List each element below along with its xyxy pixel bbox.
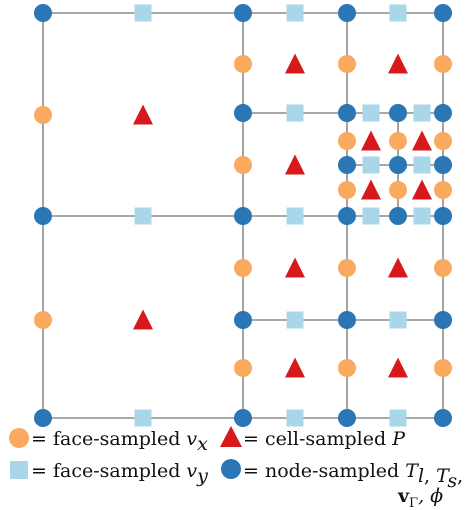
node-marker: [234, 207, 252, 225]
face-x-marker: [389, 181, 407, 199]
face-x-marker: [434, 259, 452, 277]
node-marker: [338, 311, 356, 329]
cell-marker: [361, 179, 381, 200]
face-y-marker: [413, 104, 431, 122]
face-y-marker: [134, 409, 152, 427]
node-marker: [34, 4, 52, 22]
face-y-marker: [134, 207, 152, 225]
node-marker: [34, 207, 52, 225]
face-y-marker: [389, 311, 407, 329]
legend-label-cell: = cell-sampled P: [243, 428, 406, 450]
face-x-marker: [234, 156, 252, 174]
cell-marker: [412, 179, 432, 200]
face-x-marker: [434, 181, 452, 199]
face-y-marker: [286, 207, 304, 225]
face-x-marker: [234, 259, 252, 277]
face-y-marker: [413, 207, 431, 225]
face-x-marker: [338, 259, 356, 277]
face-x-marker: [434, 55, 452, 73]
legend-marker-face-x: [9, 428, 29, 448]
legend-label-node-line2: vΓ, ϕ: [397, 485, 443, 510]
node-marker: [434, 409, 452, 427]
cell-marker: [285, 53, 305, 74]
face-y-marker: [134, 4, 152, 22]
face-x-marker: [338, 132, 356, 150]
face-y-marker: [362, 104, 380, 122]
face-y-marker: [389, 4, 407, 22]
legend-marker-face-y: [10, 461, 28, 479]
face-x-marker: [338, 181, 356, 199]
face-x-marker: [34, 311, 52, 329]
face-x-marker: [34, 106, 52, 124]
face-x-marker: [234, 359, 252, 377]
face-y-marker: [286, 409, 304, 427]
cell-marker: [133, 309, 153, 330]
face-x-marker: [338, 359, 356, 377]
node-marker: [338, 156, 356, 174]
face-y-marker: [413, 156, 431, 174]
cell-marker: [285, 257, 305, 278]
cell-marker: [285, 154, 305, 175]
sample-markers: [34, 4, 452, 427]
node-marker: [434, 311, 452, 329]
cell-marker: [133, 104, 153, 125]
legend-label-node: = node-sampled Tl, Ts,: [243, 460, 463, 492]
cell-marker: [361, 130, 381, 151]
face-y-marker: [389, 409, 407, 427]
node-marker: [234, 4, 252, 22]
face-y-marker: [362, 156, 380, 174]
node-marker: [389, 104, 407, 122]
node-marker: [389, 156, 407, 174]
node-marker: [434, 207, 452, 225]
face-y-marker: [286, 104, 304, 122]
cell-marker: [388, 257, 408, 278]
face-x-marker: [338, 55, 356, 73]
legend-label-face-y: = face-sampled vy: [31, 460, 208, 487]
legend-marker-node: [221, 459, 241, 479]
node-marker: [434, 4, 452, 22]
node-marker: [338, 207, 356, 225]
cell-marker: [285, 357, 305, 378]
cell-marker: [388, 53, 408, 74]
cell-marker: [388, 357, 408, 378]
face-x-marker: [234, 55, 252, 73]
node-marker: [34, 409, 52, 427]
node-marker: [338, 409, 356, 427]
node-marker: [434, 156, 452, 174]
face-x-marker: [434, 359, 452, 377]
node-marker: [434, 104, 452, 122]
face-y-marker: [286, 4, 304, 22]
face-y-marker: [362, 207, 380, 225]
node-marker: [234, 104, 252, 122]
node-marker: [338, 104, 356, 122]
face-y-marker: [286, 311, 304, 329]
legend-marker-cell: [220, 426, 242, 447]
node-marker: [389, 207, 407, 225]
legend-label-face-x: = face-sampled vx: [31, 428, 208, 455]
node-marker: [234, 311, 252, 329]
face-x-marker: [434, 132, 452, 150]
legend: = face-sampled vx = cell-sampled P = face-…: [9, 426, 463, 510]
face-x-marker: [389, 132, 407, 150]
node-marker: [338, 4, 356, 22]
node-marker: [234, 409, 252, 427]
cell-marker: [412, 130, 432, 151]
